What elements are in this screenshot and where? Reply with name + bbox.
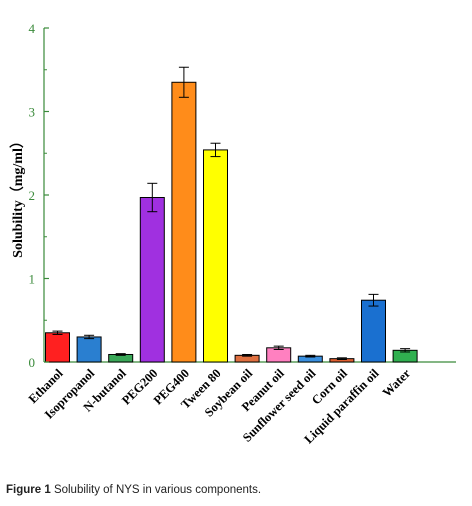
bars xyxy=(45,81,418,363)
x-category-labels: EthanolIsopropanolN-butanolPEG200PEG400T… xyxy=(26,366,414,447)
axes xyxy=(43,28,456,363)
y-ticks: 0 1 2 3 4 xyxy=(29,21,49,370)
figure-label: Figure 1 xyxy=(6,484,51,496)
solubility-bar-chart: Solubility（mg/ml） 0 1 2 3 4 EthanolIsopropan… xyxy=(10,21,456,447)
x-category-label: Water xyxy=(380,366,414,400)
y-tick-label: 3 xyxy=(29,105,36,120)
y-tick-label: 2 xyxy=(29,188,36,203)
figure-caption: Figure 1 Solubility of NYS in various co… xyxy=(6,484,261,496)
bar xyxy=(76,336,102,363)
bar xyxy=(45,332,70,363)
y-axis-title: Solubility（mg/ml） xyxy=(10,134,26,258)
y-tick-label: 4 xyxy=(29,21,36,36)
error-bars xyxy=(52,66,411,360)
bar xyxy=(139,197,165,363)
bar xyxy=(171,81,197,363)
y-axis-label: Solubility（mg/ml） xyxy=(10,134,26,258)
y-tick-label: 1 xyxy=(29,272,36,287)
bar xyxy=(203,149,228,363)
bar xyxy=(361,299,386,363)
figure-caption-text: Solubility of NYS in various components. xyxy=(53,484,262,496)
y-tick-label: 0 xyxy=(29,355,36,370)
